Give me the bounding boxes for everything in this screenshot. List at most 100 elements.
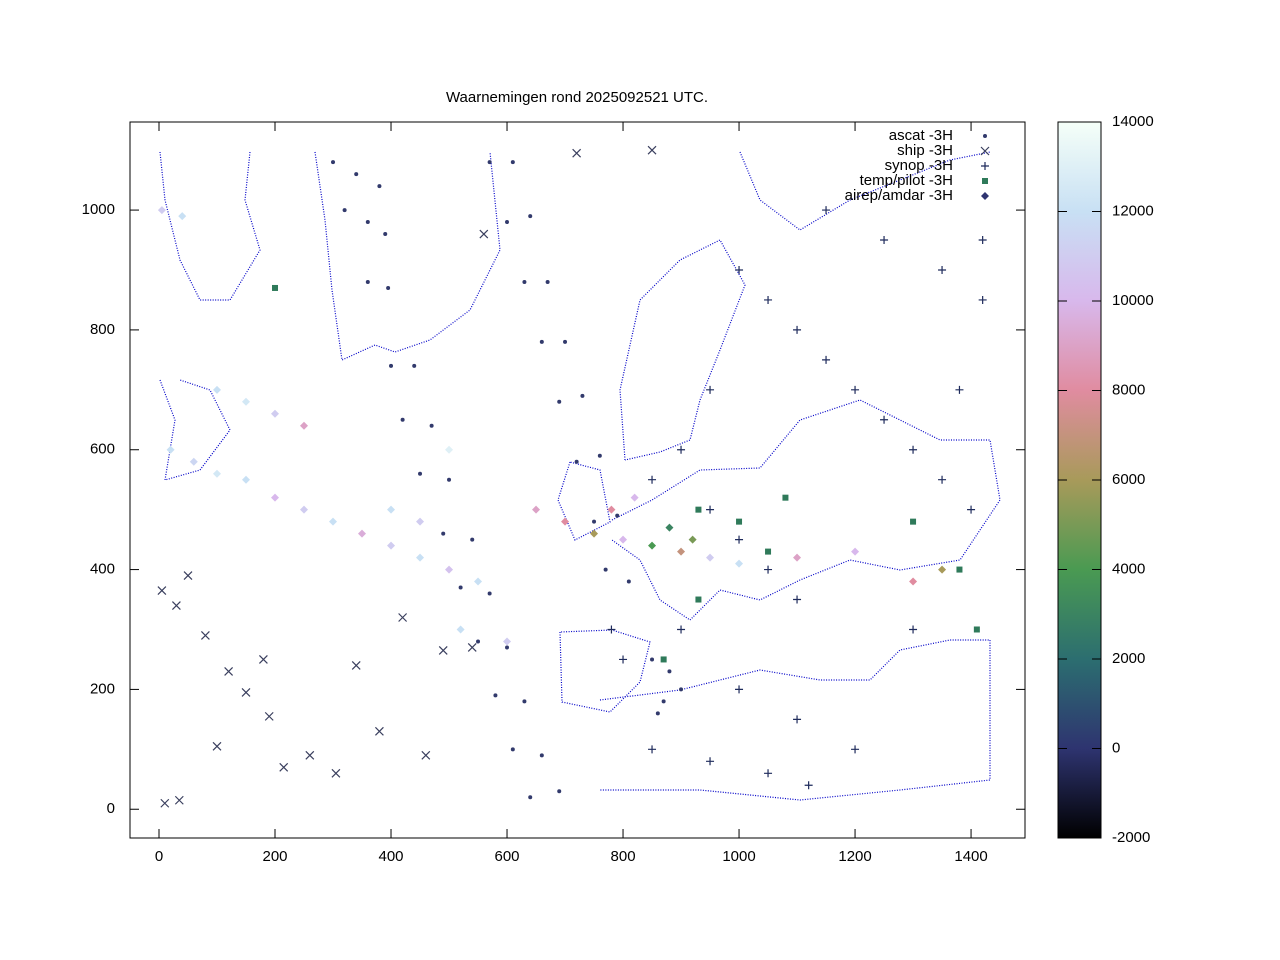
coastlines xyxy=(159,151,1001,801)
x-tick-label: 1000 xyxy=(722,848,755,865)
point xyxy=(688,535,697,544)
point xyxy=(470,537,475,542)
point xyxy=(590,529,599,538)
coastline xyxy=(314,151,501,361)
point xyxy=(374,726,384,736)
point xyxy=(300,505,309,514)
legend-marker xyxy=(981,162,989,170)
point xyxy=(398,613,408,622)
legend-label: ascat -3H xyxy=(889,127,953,144)
point xyxy=(476,639,481,644)
point xyxy=(447,477,452,482)
point xyxy=(331,768,341,778)
point xyxy=(387,541,396,550)
x-tick-label: 400 xyxy=(379,848,404,865)
point xyxy=(271,493,280,502)
point xyxy=(735,535,744,544)
point xyxy=(528,795,533,800)
point xyxy=(592,519,597,524)
coastline xyxy=(557,461,611,541)
point xyxy=(967,505,976,514)
point xyxy=(973,626,980,633)
point xyxy=(793,325,802,334)
colorbar-tick-label: 10000 xyxy=(1112,292,1154,309)
point xyxy=(677,625,686,634)
point xyxy=(458,585,463,590)
y-tick-label: 1000 xyxy=(82,201,115,218)
point xyxy=(264,711,274,721)
point xyxy=(648,475,657,484)
point xyxy=(505,645,510,650)
point xyxy=(242,475,251,484)
legend-marker xyxy=(980,146,990,156)
point xyxy=(171,601,181,610)
point xyxy=(445,565,454,574)
point xyxy=(677,547,686,556)
coastline xyxy=(739,151,991,231)
point xyxy=(389,363,394,368)
point xyxy=(938,475,947,484)
point xyxy=(441,531,446,536)
point xyxy=(655,711,660,716)
point xyxy=(695,596,702,603)
point xyxy=(212,741,222,751)
point xyxy=(597,453,602,458)
colorbar-tick-label: 0 xyxy=(1112,739,1120,756)
point xyxy=(183,571,193,580)
point xyxy=(557,399,562,404)
point xyxy=(793,553,802,562)
colorbar-tick-label: 12000 xyxy=(1112,202,1154,219)
point xyxy=(667,669,672,674)
point xyxy=(429,423,434,428)
point xyxy=(157,586,167,595)
point xyxy=(615,513,620,518)
coastline xyxy=(619,239,746,461)
point xyxy=(909,625,918,634)
point xyxy=(561,517,570,526)
legend-label: synop -3H xyxy=(885,157,953,174)
x-tick-label: 1200 xyxy=(838,848,871,865)
point xyxy=(224,667,234,676)
point xyxy=(660,656,667,663)
point xyxy=(487,591,492,596)
point xyxy=(416,553,425,562)
point xyxy=(851,547,860,556)
point xyxy=(342,208,347,213)
point xyxy=(510,160,515,165)
point xyxy=(626,579,631,584)
colorbar-tick-label: 14000 xyxy=(1112,113,1154,130)
point xyxy=(279,762,289,772)
coastline xyxy=(599,639,991,801)
point xyxy=(213,469,222,478)
point xyxy=(679,687,684,692)
point xyxy=(735,265,744,274)
point xyxy=(258,655,268,664)
point xyxy=(880,415,889,424)
point xyxy=(706,757,715,766)
x-tick-label: 0 xyxy=(155,848,163,865)
x-tick-label: 200 xyxy=(262,848,287,865)
point xyxy=(412,363,417,368)
point xyxy=(822,355,831,364)
point xyxy=(563,339,568,344)
point xyxy=(351,661,361,670)
point xyxy=(764,295,773,304)
y-tick-label: 200 xyxy=(90,680,115,697)
point xyxy=(438,646,448,655)
plot-frame xyxy=(129,121,1026,839)
point xyxy=(909,445,918,454)
point xyxy=(160,798,170,808)
point xyxy=(706,553,715,562)
chart-title: Waarnemingen rond 2025092521 UTC. xyxy=(446,89,708,106)
point xyxy=(572,148,582,158)
legend-label: airep/amdar -3H xyxy=(845,187,953,204)
point xyxy=(706,385,715,394)
point xyxy=(956,566,963,573)
point xyxy=(574,459,579,464)
point xyxy=(528,214,533,219)
point xyxy=(706,505,715,514)
point xyxy=(764,769,773,778)
point xyxy=(735,559,744,568)
y-tick-label: 400 xyxy=(90,561,115,578)
point xyxy=(416,517,425,526)
